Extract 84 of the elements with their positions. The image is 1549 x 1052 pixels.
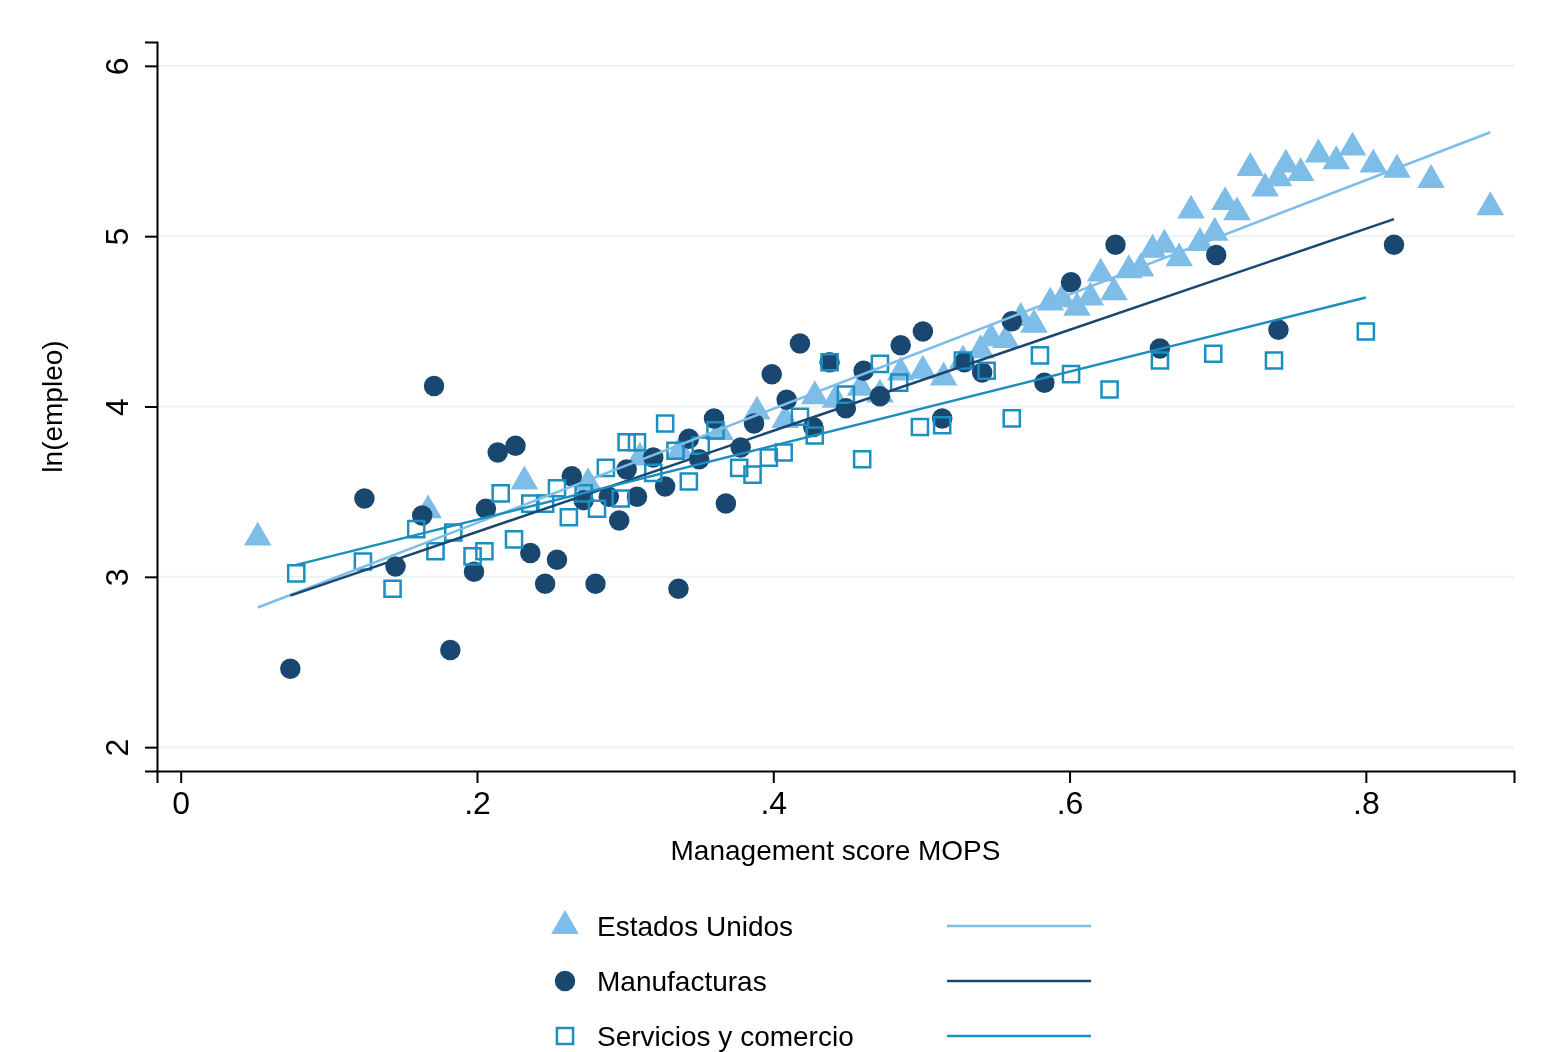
point <box>774 443 793 462</box>
point <box>587 499 607 519</box>
point <box>655 414 675 433</box>
x-tick-label: .6 <box>1056 784 1084 821</box>
point <box>1086 257 1115 282</box>
point <box>932 415 952 435</box>
point <box>679 472 699 491</box>
point <box>1236 152 1265 177</box>
point <box>611 489 630 508</box>
point <box>1061 364 1081 384</box>
point <box>627 432 647 452</box>
y-tick-label: 5 <box>99 227 135 246</box>
point <box>626 486 648 507</box>
point <box>487 442 508 463</box>
point <box>1268 319 1289 341</box>
point <box>668 578 689 599</box>
point <box>1264 351 1284 370</box>
point <box>585 573 606 594</box>
x-tick-label: .8 <box>1353 784 1380 821</box>
point <box>761 363 783 385</box>
point <box>1100 380 1119 399</box>
legend-label: Estados Unidos <box>597 910 794 942</box>
point <box>608 510 630 531</box>
point <box>654 476 676 497</box>
point <box>559 507 579 527</box>
point <box>1322 145 1351 170</box>
x-tick-label: .4 <box>760 784 788 821</box>
point <box>574 484 593 503</box>
point <box>1359 148 1388 173</box>
x-tick-label: .2 <box>464 784 491 821</box>
point <box>1030 346 1050 365</box>
point <box>977 361 996 381</box>
point <box>889 373 909 392</box>
point <box>706 421 725 440</box>
point <box>715 493 737 514</box>
point <box>534 573 556 594</box>
point <box>406 519 426 539</box>
legend-label: Manufacturas <box>597 965 767 997</box>
y-tick-label: 2 <box>99 738 135 757</box>
y-axis-title: ln(empleo) <box>37 340 68 473</box>
point <box>1203 344 1223 364</box>
point <box>617 432 636 452</box>
y-tick-label: 4 <box>99 398 135 416</box>
legend-label: Servicios y comercio <box>597 1020 854 1052</box>
point <box>759 448 779 467</box>
point <box>789 333 811 354</box>
y-tick-label: 3 <box>99 568 135 587</box>
point <box>1476 191 1505 216</box>
point <box>1223 196 1251 221</box>
point <box>1060 271 1082 293</box>
point <box>743 465 762 484</box>
point <box>383 579 402 599</box>
point <box>1338 131 1367 156</box>
point <box>423 375 445 397</box>
x-axis-title: Management score MOPS <box>670 835 1001 866</box>
point <box>504 530 524 549</box>
point <box>546 549 568 571</box>
point <box>491 484 511 503</box>
point <box>1002 409 1022 428</box>
point <box>643 463 663 483</box>
point <box>1177 194 1205 219</box>
point <box>286 564 306 583</box>
y-tick-label: 6 <box>99 57 135 76</box>
point <box>1150 351 1170 370</box>
point <box>547 478 567 498</box>
point <box>852 449 872 469</box>
point <box>890 334 911 356</box>
point <box>729 458 749 478</box>
point <box>912 321 934 342</box>
point <box>1286 157 1315 182</box>
point <box>836 385 856 404</box>
point <box>475 541 494 561</box>
point <box>354 488 375 509</box>
x-tick-label: 0 <box>172 784 191 821</box>
point <box>520 542 541 564</box>
point <box>463 547 482 566</box>
point <box>1356 322 1376 341</box>
point <box>440 639 461 661</box>
point <box>505 435 526 456</box>
point <box>280 658 301 680</box>
point <box>1100 276 1128 301</box>
point <box>910 417 930 437</box>
point <box>1417 164 1445 188</box>
point <box>805 426 825 445</box>
